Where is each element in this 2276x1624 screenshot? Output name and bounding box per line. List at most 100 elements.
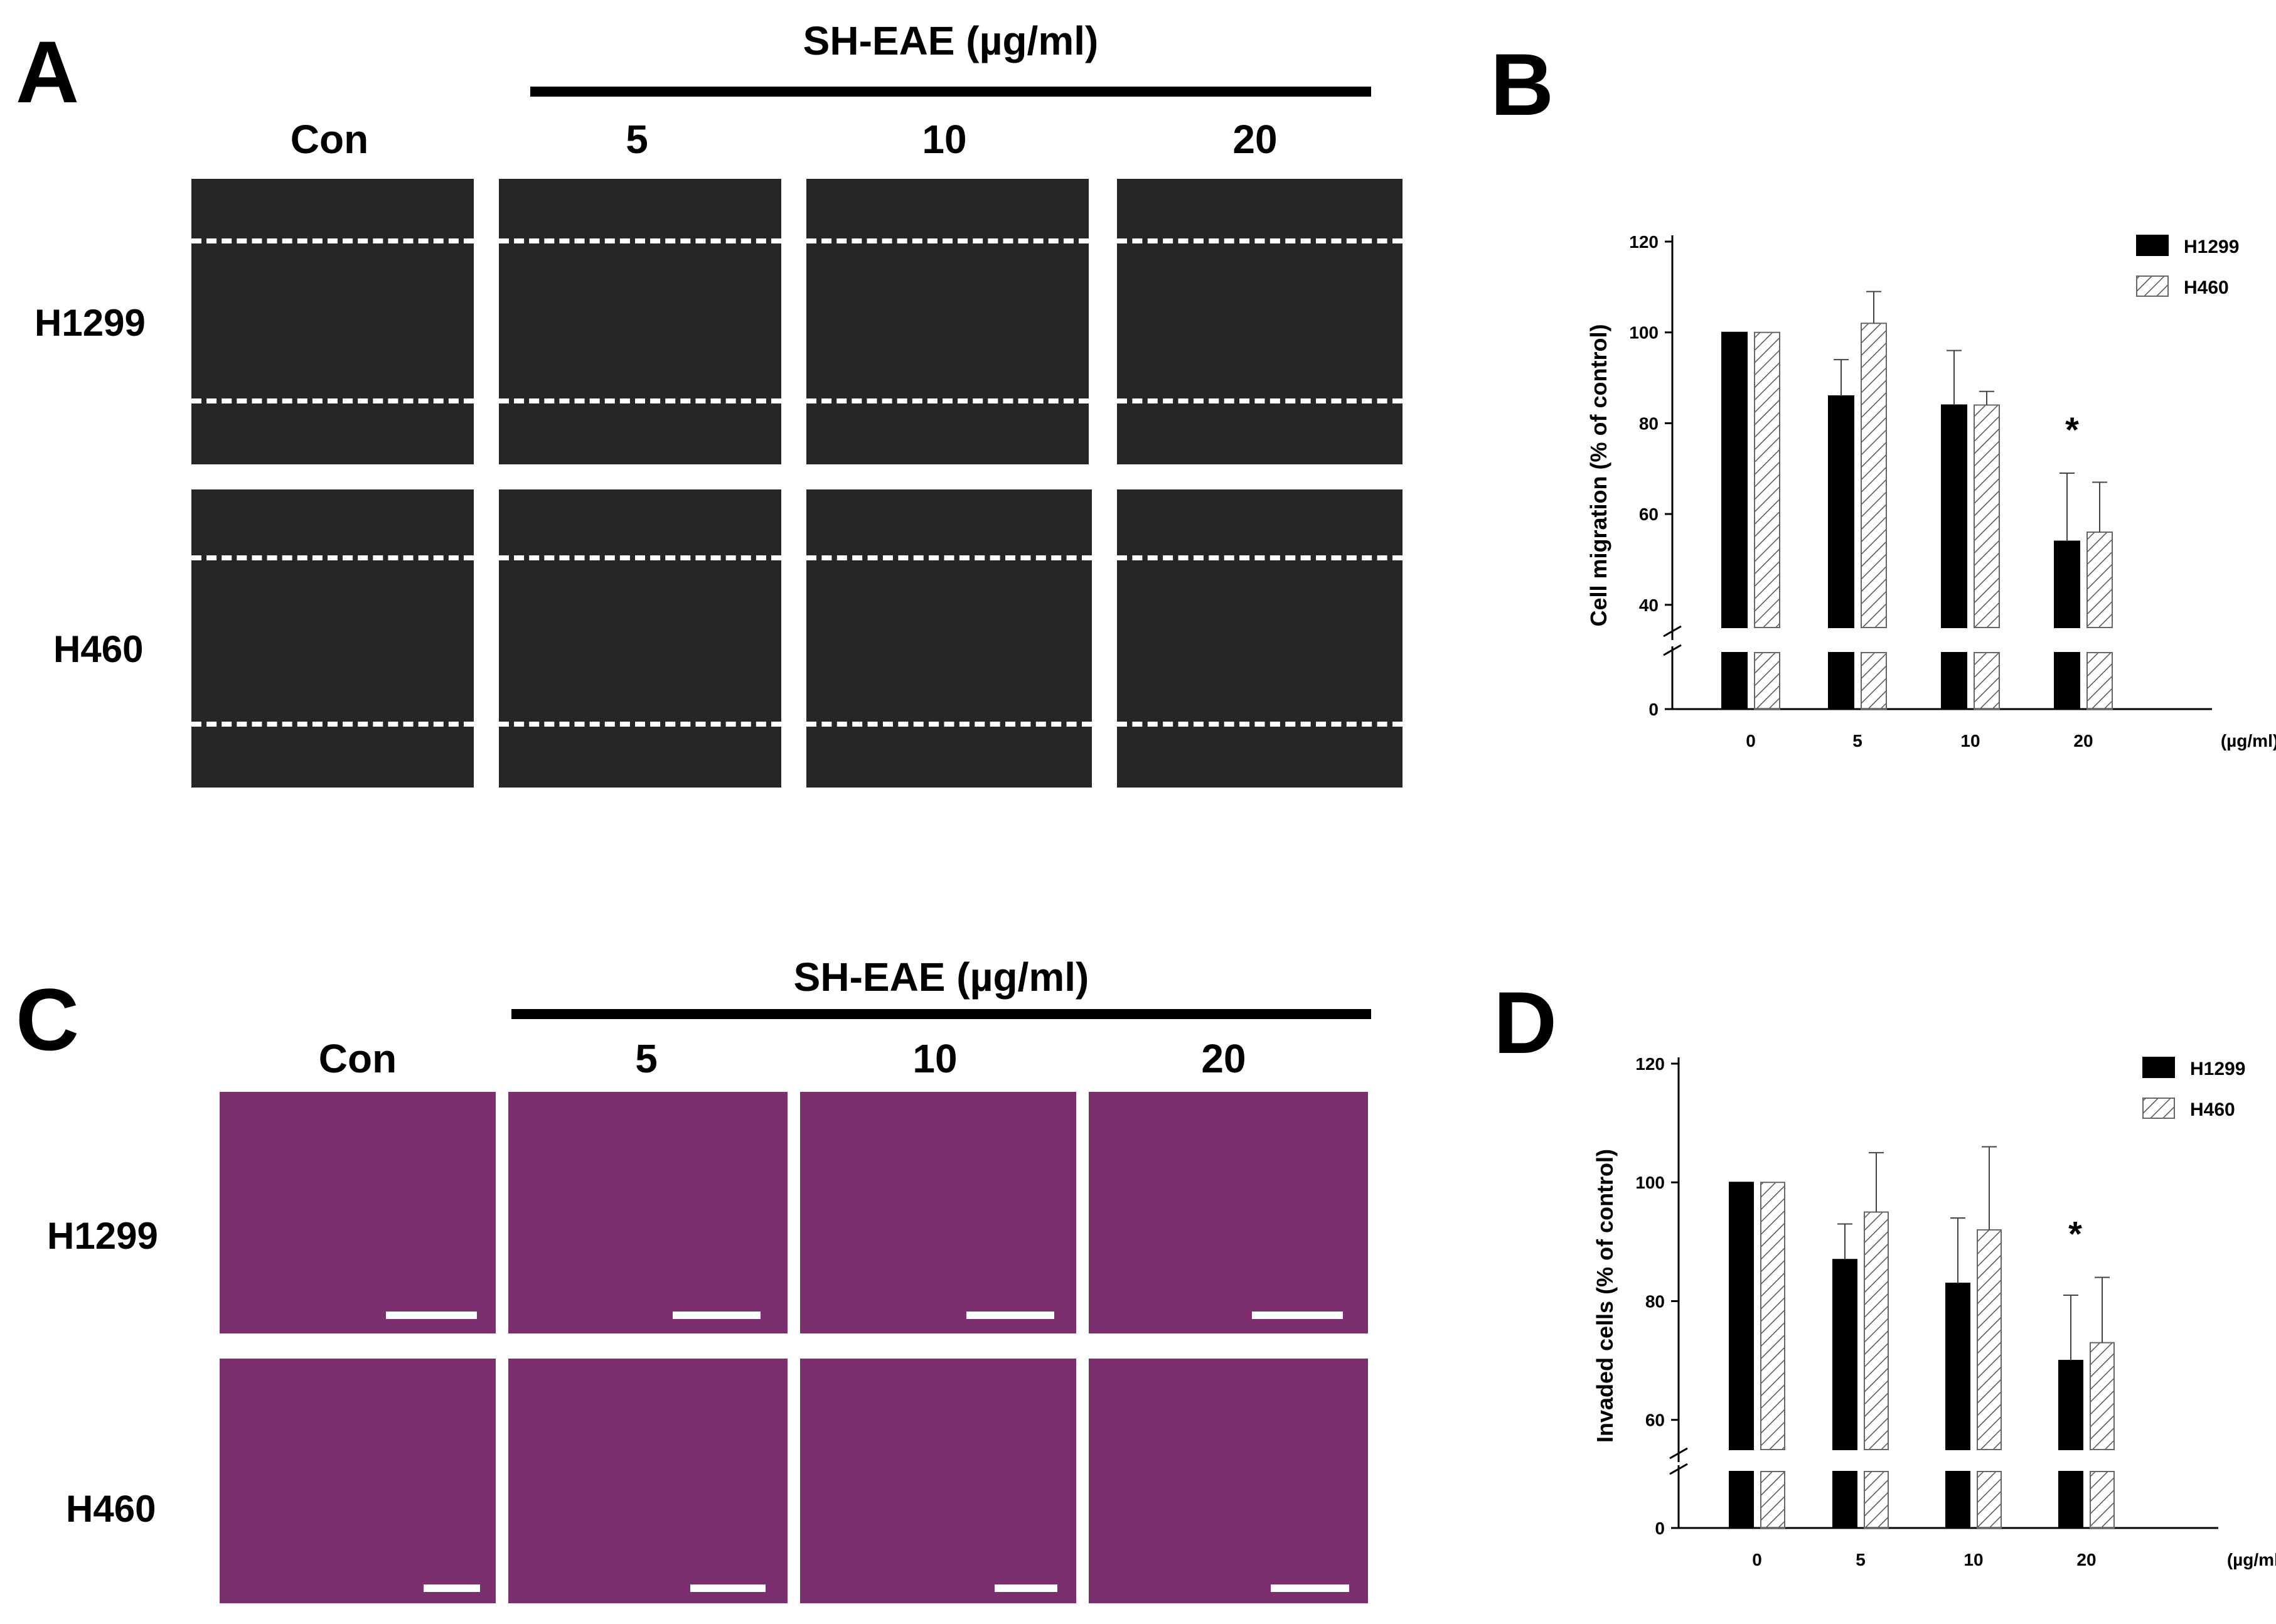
- y-tick-label: 40: [1639, 596, 1659, 615]
- bar-h460-5-lower: [1864, 1471, 1889, 1529]
- y-axis-label: Invaded cells (% of control): [1592, 1149, 1618, 1443]
- bar-h460-10-lower: [1977, 1471, 2002, 1529]
- panel-c-col-10: 10: [912, 1036, 958, 1081]
- bar-h460-20: [2086, 532, 2113, 629]
- bar-h460-5: [1861, 323, 1887, 628]
- x-unit-label: (µg/ml): [2221, 731, 2276, 751]
- bar-h460-5: [1864, 1211, 1889, 1450]
- bar-h1299-5-lower: [1828, 652, 1854, 710]
- micrograph-a-h1299-5: [499, 179, 781, 464]
- y-tick-label: 60: [1639, 505, 1659, 524]
- bar-h460-10-lower: [1974, 652, 2000, 710]
- bar-h460-0: [1754, 331, 1780, 629]
- bar-h1299-5: [1828, 395, 1854, 628]
- significance-asterisk: *: [2065, 410, 2079, 449]
- bar-h1299-10: [1945, 1283, 1970, 1450]
- legend-swatch-h460: [2142, 1098, 2175, 1119]
- legend-label-h460: H460: [2190, 1099, 2235, 1120]
- panel-c-row-h460: H460: [66, 1488, 156, 1530]
- bar-h1299-0: [1729, 1182, 1754, 1450]
- bar-h1299-20-lower: [2054, 652, 2080, 710]
- bar-h1299-5-lower: [1832, 1471, 1857, 1529]
- chart-d: 0 60 80 100 120 Invaded cells (% of control) 0…: [1592, 1054, 2276, 1569]
- x-tick-label: 0: [1746, 731, 1756, 751]
- bar-h1299-20: [2054, 540, 2080, 628]
- y-tick-label: 60: [1645, 1411, 1665, 1430]
- x-tick-label: 5: [1852, 731, 1862, 751]
- panel-a-row-h460: H460: [53, 628, 144, 670]
- panel-a-col-5: 5: [626, 117, 648, 162]
- bar-h1299-10: [1941, 404, 1967, 628]
- legend-swatch-h1299: [2142, 1057, 2175, 1078]
- x-tick-label: 5: [1856, 1550, 1866, 1569]
- bar-h1299-5: [1832, 1259, 1857, 1450]
- axis-break-mark: [1669, 1447, 1688, 1460]
- x-tick-label: 20: [2073, 731, 2093, 751]
- micrograph-a-h1299-20: [1117, 179, 1402, 464]
- legend-label-h460: H460: [2184, 277, 2229, 298]
- micrograph-c-h1299-5: [508, 1092, 788, 1333]
- bar-h460-10: [1974, 404, 2000, 628]
- bar-h460-20-lower: [2090, 1471, 2115, 1529]
- legend-swatch-h460: [2136, 275, 2169, 297]
- panel-a-treatment-bar: [530, 87, 1371, 97]
- y-tick-label: 80: [1645, 1291, 1665, 1311]
- x-unit-label: (µg/ml): [2227, 1550, 2276, 1569]
- y-tick-label: 120: [1635, 1054, 1665, 1074]
- axis-break-mark: [1663, 625, 1682, 638]
- x-tick-label: 0: [1752, 1550, 1762, 1569]
- panel-a-col-20: 20: [1232, 117, 1278, 162]
- micrograph-a-h1299-10: [806, 179, 1089, 464]
- y-axis-label: Cell migration (% of control): [1586, 324, 1611, 627]
- y-tick-label: 80: [1639, 414, 1659, 433]
- y-tick-label: 0: [1648, 700, 1659, 719]
- bar-h460-0: [1760, 1182, 1785, 1450]
- panel-c-treatment-bar: [511, 1009, 1371, 1019]
- panel-a-letter: A: [16, 23, 80, 121]
- micrograph-c-h1299-con: [220, 1092, 496, 1333]
- bar-h1299-10-lower: [1941, 652, 1967, 710]
- panel-a-row-h1299: H1299: [35, 302, 146, 344]
- panel-c-col-con: Con: [318, 1036, 397, 1081]
- panel-b-letter: B: [1490, 35, 1554, 134]
- axis-break-mark: [1663, 644, 1682, 656]
- micrograph-a-h460-con: [191, 489, 474, 788]
- bar-h460-0-lower: [1754, 652, 1780, 710]
- micrograph-c-h1299-20: [1089, 1092, 1368, 1333]
- panel-a-col-10: 10: [922, 117, 967, 162]
- micrograph-a-h460-5: [499, 489, 781, 788]
- panel-c-col-20: 20: [1201, 1036, 1246, 1081]
- legend-label-h1299: H1299: [2184, 237, 2239, 257]
- micrograph-a-h1299-con: [191, 179, 474, 464]
- bar-h1299-0: [1721, 331, 1748, 629]
- y-tick-label: 0: [1655, 1519, 1665, 1538]
- legend-swatch-h1299: [2136, 235, 2169, 256]
- bar-h1299-20: [2058, 1360, 2083, 1450]
- panel-c-col-5: 5: [635, 1036, 658, 1081]
- bar-h1299-20-lower: [2058, 1471, 2083, 1529]
- panel-a-treatment-label: SH-EAE (µg/ml): [803, 18, 1099, 63]
- bar-h1299-0-lower: [1729, 1471, 1754, 1529]
- bar-h460-20: [2090, 1342, 2115, 1451]
- axis-break-mark: [1669, 1463, 1688, 1475]
- bar-h1299-10-lower: [1945, 1471, 1970, 1529]
- panel-c-treatment-label: SH-EAE (µg/ml): [793, 954, 1089, 1000]
- micrograph-c-h460-10: [800, 1359, 1076, 1603]
- panel-d-letter: D: [1493, 973, 1557, 1072]
- y-tick-label: 100: [1635, 1173, 1665, 1192]
- y-tick-label: 100: [1629, 323, 1659, 343]
- micrograph-a-h460-10: [806, 489, 1092, 788]
- legend-label-h1299: H1299: [2190, 1059, 2245, 1079]
- bar-h460-0-lower: [1760, 1471, 1785, 1529]
- micrograph-c-h1299-10: [800, 1092, 1076, 1333]
- x-tick-label: 20: [2076, 1550, 2096, 1569]
- bar-h460-10: [1977, 1229, 2002, 1450]
- significance-asterisk: *: [2068, 1214, 2082, 1254]
- x-tick-label: 10: [1963, 1550, 1983, 1569]
- bar-h1299-0-lower: [1721, 652, 1748, 710]
- panel-a-col-con: Con: [290, 117, 369, 162]
- micrograph-c-h460-5: [508, 1359, 788, 1603]
- micrograph-c-h460-20: [1089, 1359, 1368, 1603]
- bar-h460-5-lower: [1861, 652, 1887, 710]
- micrograph-a-h460-20: [1117, 489, 1402, 788]
